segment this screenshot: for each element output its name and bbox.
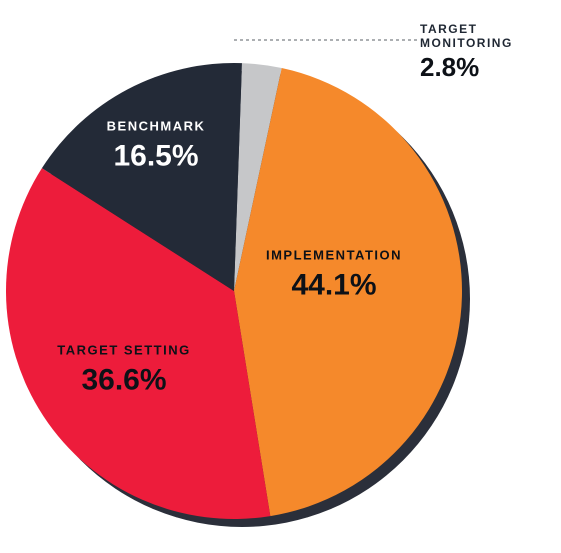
pie-chart: TARGETMONITORING 2.8% IMPLEMENTATION 44.… <box>0 0 561 553</box>
callout-label-target-monitoring: TARGETMONITORING <box>420 22 513 51</box>
pie-slice-implementation <box>234 68 462 516</box>
pie-svg <box>0 0 561 553</box>
callout-value-target-monitoring: 2.8% <box>420 54 479 80</box>
